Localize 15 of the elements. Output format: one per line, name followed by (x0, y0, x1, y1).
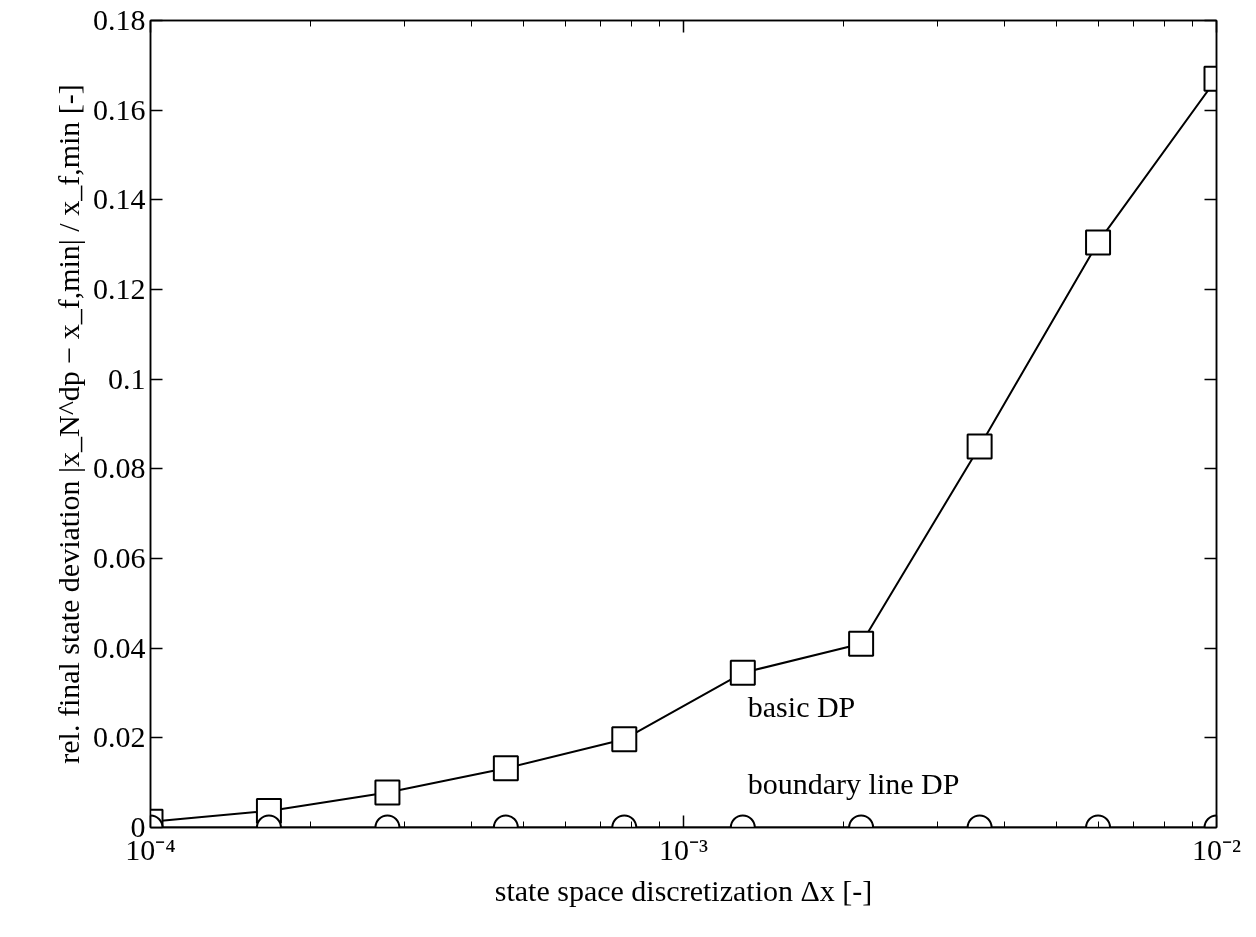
series-label: boundary line DP (747, 766, 960, 800)
y-tick-label: 0.02 (93, 720, 146, 754)
series-label: basic DP (747, 689, 856, 723)
y-tick-label: 0.1 (108, 361, 146, 395)
y-tick-label: 0.12 (93, 272, 146, 305)
y-tick-label: 0.16 (93, 92, 146, 126)
x-axis-title: state space discretization Δx [-] (494, 873, 873, 907)
x-tick-label: 10⁻² (1192, 832, 1241, 866)
y-tick-label: 0.06 (93, 541, 146, 574)
y-tick-label: 0.08 (93, 451, 146, 485)
y-tick-label: 0.14 (93, 182, 146, 216)
y-axis-title: rel. final state deviation |x_N^dp − x_f,min| / x_f,min [-] (52, 84, 85, 764)
x-tick-label: 10⁻³ (659, 832, 708, 866)
y-tick-label: 0.04 (93, 630, 146, 664)
y-tick-label: 0.18 (93, 3, 146, 36)
